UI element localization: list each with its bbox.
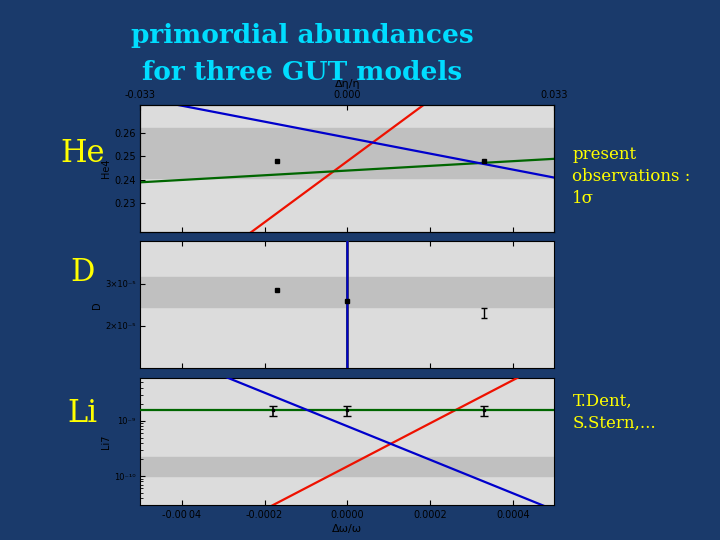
Text: D: D bbox=[71, 257, 95, 288]
Bar bbox=[140, 457, 554, 476]
Text: He: He bbox=[60, 138, 105, 170]
Y-axis label: D: D bbox=[92, 301, 102, 309]
Text: for three GUT models: for three GUT models bbox=[143, 60, 462, 85]
Y-axis label: He4: He4 bbox=[101, 158, 111, 178]
Text: Li: Li bbox=[68, 397, 98, 429]
Y-axis label: Li7: Li7 bbox=[101, 434, 111, 449]
Bar bbox=[140, 129, 554, 178]
Text: primordial abundances: primordial abundances bbox=[131, 23, 474, 48]
X-axis label: Δω/ω: Δω/ω bbox=[333, 524, 362, 534]
X-axis label: Δη/η: Δη/η bbox=[335, 79, 360, 89]
Text: T.Dent,
S.Stern,...: T.Dent, S.Stern,... bbox=[572, 393, 656, 432]
Text: present
observations :
1σ: present observations : 1σ bbox=[572, 146, 690, 207]
Bar bbox=[140, 278, 554, 307]
